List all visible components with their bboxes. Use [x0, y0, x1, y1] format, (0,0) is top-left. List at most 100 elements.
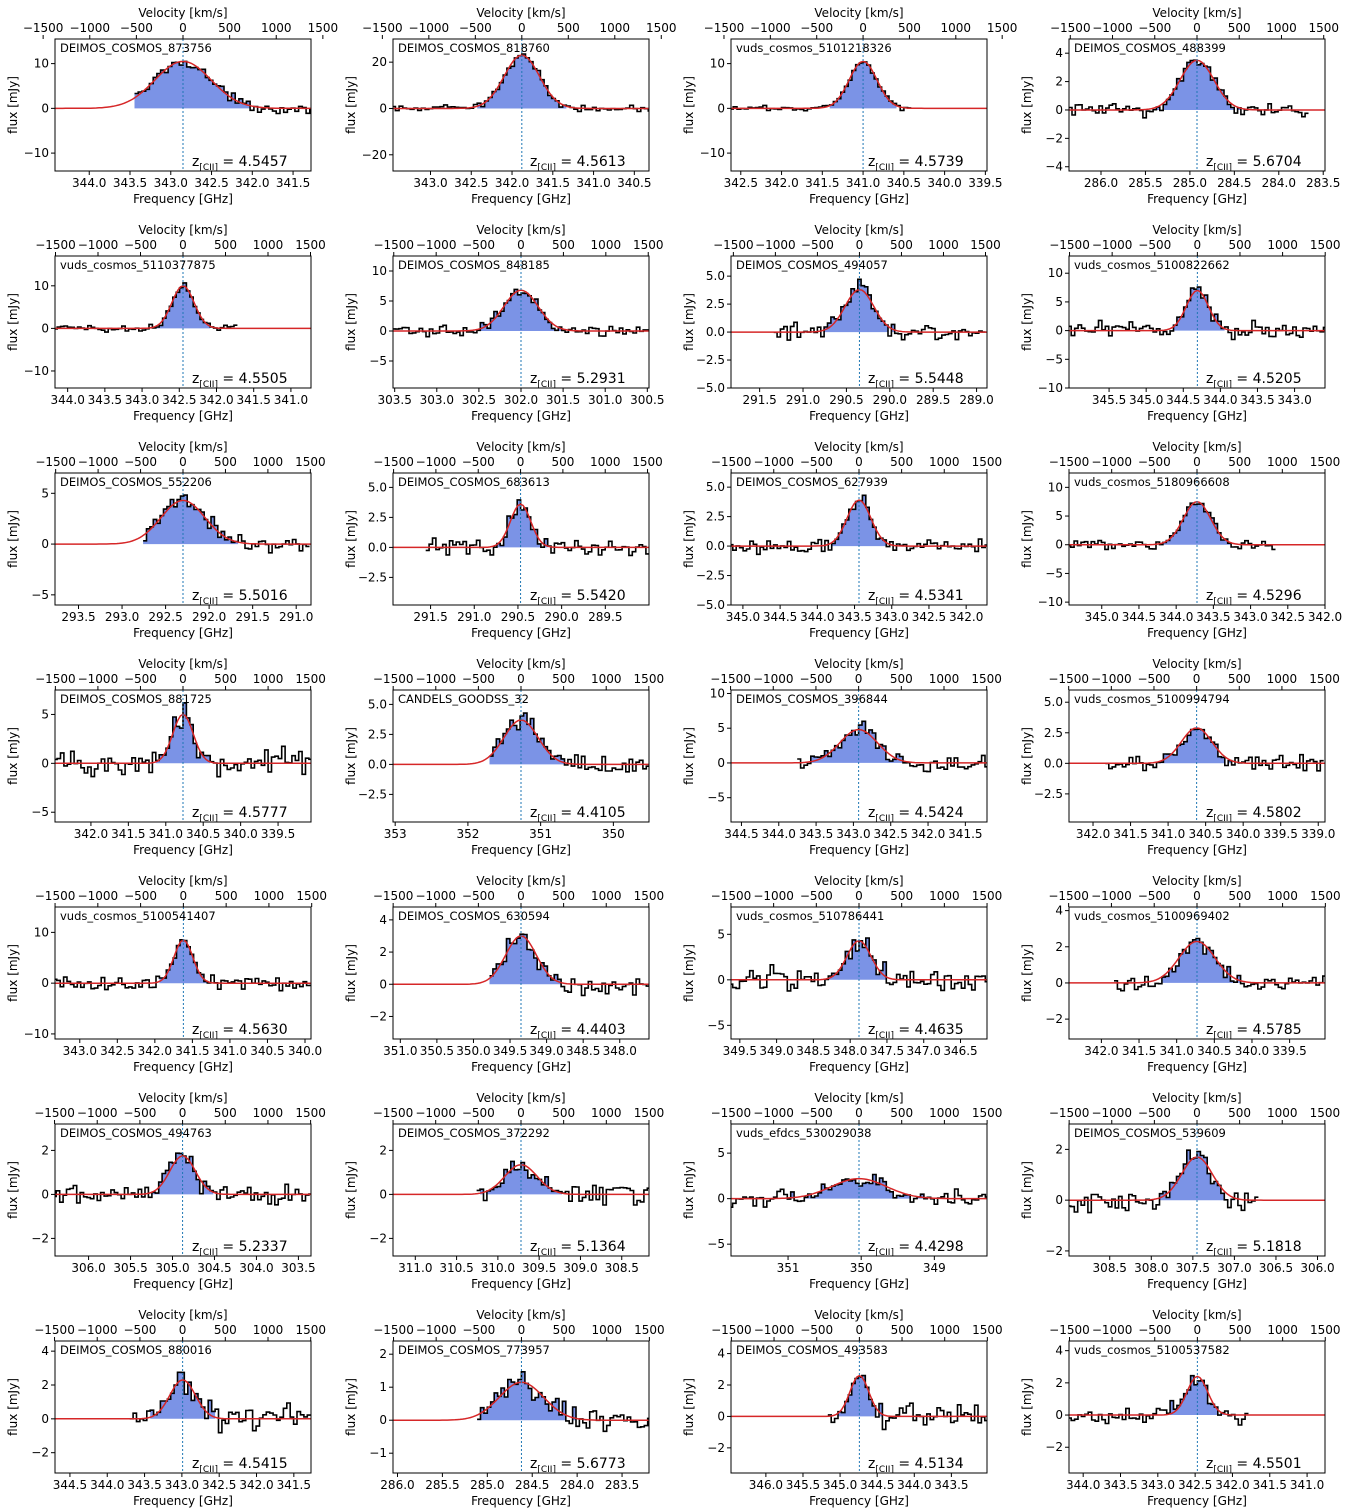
redshift-subscript: [CII] — [199, 597, 218, 607]
redshift-symbol: z — [868, 1022, 875, 1038]
spectrum-panel: −2 0 2 4 346.0 345.5 345.0 344.5 344.0 343.5 −1500… — [682, 1308, 1003, 1508]
velocity-tick-label: 500 — [218, 21, 241, 35]
spectrum-panel: −20 0 20 343.0 342.5 342.0 341.5 341.0 340.5 −150… — [344, 6, 677, 206]
frequency-axis-label: Frequency [GHz] — [471, 192, 571, 206]
x-tick-label: 303.0 — [420, 393, 454, 407]
x-tick-label: 340.0 — [927, 176, 961, 190]
velocity-tick-label: 1000 — [591, 238, 622, 252]
spectrum-step — [477, 1371, 649, 1433]
x-tick-label: 349.0 — [529, 1044, 563, 1058]
redshift-label: z[CII] = 4.4298 — [868, 1239, 964, 1258]
spectrum-step — [393, 288, 649, 338]
x-tick-label: 342.0 — [199, 393, 233, 407]
y-tick-label: −5 — [707, 1018, 725, 1032]
velocity-tick-label: −1000 — [415, 672, 456, 686]
velocity-tick-label: −1000 — [77, 1323, 118, 1337]
velocity-tick-label: 0 — [179, 21, 187, 35]
redshift-value: = 4.5205 — [1232, 371, 1302, 387]
velocity-tick-label: −1000 — [1091, 1106, 1132, 1120]
line-emission-fill — [834, 1375, 883, 1417]
x-tick-label: 346.5 — [943, 1044, 977, 1058]
redshift-label: z[CII] = 4.5205 — [1206, 371, 1302, 390]
velocity-tick-label: 1500 — [971, 672, 1002, 686]
velocity-tick-label: 0 — [517, 455, 525, 469]
source-name: DEIMOS_COSMOS_493583 — [736, 1343, 888, 1357]
velocity-tick-label: 0 — [517, 238, 525, 252]
y-tick-label: 2.5 — [368, 510, 387, 524]
redshift-subscript: [CII] — [875, 814, 894, 824]
velocity-axis-label: Velocity [km/s] — [138, 1308, 227, 1322]
velocity-tick-label: 1000 — [1267, 455, 1298, 469]
line-emission-fill — [1159, 1150, 1235, 1201]
velocity-tick-label: 0 — [1194, 238, 1202, 252]
x-tick-label: 286.0 — [1084, 176, 1118, 190]
flux-axis-label: flux [mJy] — [344, 76, 358, 134]
redshift-subscript: [CII] — [199, 1031, 218, 1041]
source-name: DEIMOS_COSMOS_881725 — [60, 692, 212, 706]
velocity-tick-label: 1500 — [972, 1323, 1003, 1337]
redshift-value: = 4.5802 — [1232, 805, 1302, 821]
velocity-tick-label: 1500 — [295, 1106, 326, 1120]
velocity-tick-label: 500 — [1228, 889, 1251, 903]
velocity-tick-label: −500 — [800, 455, 833, 469]
source-name: vuds_cosmos_5100994794 — [1074, 692, 1230, 706]
redshift-subscript: [CII] — [875, 163, 894, 173]
spectrum-panel: −2 0 2 4 351.0 350.5 350.0 349.5 349.0 348.5 348.0… — [344, 874, 664, 1074]
velocity-tick-label: −500 — [801, 238, 834, 252]
spectrum-step — [476, 1160, 649, 1206]
velocity-tick-label: 1500 — [972, 1106, 1003, 1120]
velocity-tick-label: −1500 — [362, 21, 403, 35]
redshift-subscript: [CII] — [537, 380, 556, 390]
y-tick-label: 2 — [717, 1378, 725, 1392]
x-tick-label: 285.0 — [1173, 176, 1207, 190]
plot-area — [731, 1173, 987, 1208]
plot-area — [1069, 937, 1325, 992]
x-tick-label: 341.0 — [1151, 827, 1185, 841]
redshift-value: = 5.1818 — [1232, 1239, 1302, 1255]
redshift-symbol: z — [192, 588, 199, 604]
redshift-label: z[CII] = 4.5739 — [868, 154, 964, 173]
x-tick-label: 290.0 — [544, 610, 578, 624]
velocity-axis-label: Velocity [km/s] — [476, 657, 565, 671]
redshift-subscript: [CII] — [1213, 814, 1232, 824]
frequency-axis-label: Frequency [GHz] — [471, 1494, 571, 1508]
velocity-tick-label: −500 — [800, 889, 833, 903]
x-tick-label: 344.0 — [1203, 393, 1237, 407]
y-tick-label: 0.0 — [368, 757, 387, 771]
redshift-value: = 5.5420 — [556, 588, 626, 604]
redshift-subscript: [CII] — [1213, 597, 1232, 607]
velocity-tick-label: 0 — [1193, 889, 1201, 903]
y-tick-label: 5.0 — [706, 480, 725, 494]
frequency-axis-label: Frequency [GHz] — [809, 1494, 909, 1508]
y-tick-label: 5 — [717, 927, 725, 941]
velocity-tick-label: 1000 — [590, 455, 621, 469]
redshift-label: z[CII] = 4.5457 — [192, 154, 288, 173]
source-name: DEIMOS_COSMOS_372292 — [398, 1126, 550, 1140]
redshift-subscript: [CII] — [1213, 380, 1232, 390]
velocity-tick-label: −1500 — [1049, 1323, 1090, 1337]
redshift-symbol: z — [868, 371, 875, 387]
x-tick-label: 309.0 — [563, 1261, 597, 1275]
x-tick-label: 344.5 — [1122, 610, 1156, 624]
velocity-tick-label: 1000 — [1267, 238, 1298, 252]
x-tick-label: 343.0 — [1277, 393, 1311, 407]
velocity-tick-label: −1500 — [713, 238, 754, 252]
velocity-tick-label: 1500 — [295, 455, 326, 469]
source-name: DEIMOS_COSMOS_818760 — [398, 41, 550, 55]
frequency-axis-label: Frequency [GHz] — [1147, 192, 1247, 206]
velocity-tick-label: −1000 — [415, 889, 456, 903]
y-tick-label: −2 — [369, 1009, 387, 1023]
y-tick-label: 0 — [717, 1192, 725, 1206]
gaussian-fit — [55, 1379, 311, 1420]
flux-axis-label: flux [mJy] — [344, 1378, 358, 1436]
velocity-tick-label: −1500 — [1048, 672, 1089, 686]
velocity-tick-label: 1000 — [1267, 1106, 1298, 1120]
y-tick-label: −5 — [369, 354, 387, 368]
velocity-tick-label: 1500 — [295, 672, 326, 686]
velocity-tick-label: −1500 — [1049, 455, 1090, 469]
y-tick-label: −2 — [1045, 131, 1063, 145]
redshift-subscript: [CII] — [875, 380, 894, 390]
velocity-tick-label: 1000 — [261, 21, 292, 35]
x-tick-label: 307.5 — [1176, 1261, 1210, 1275]
redshift-value: = 4.4635 — [894, 1022, 964, 1038]
